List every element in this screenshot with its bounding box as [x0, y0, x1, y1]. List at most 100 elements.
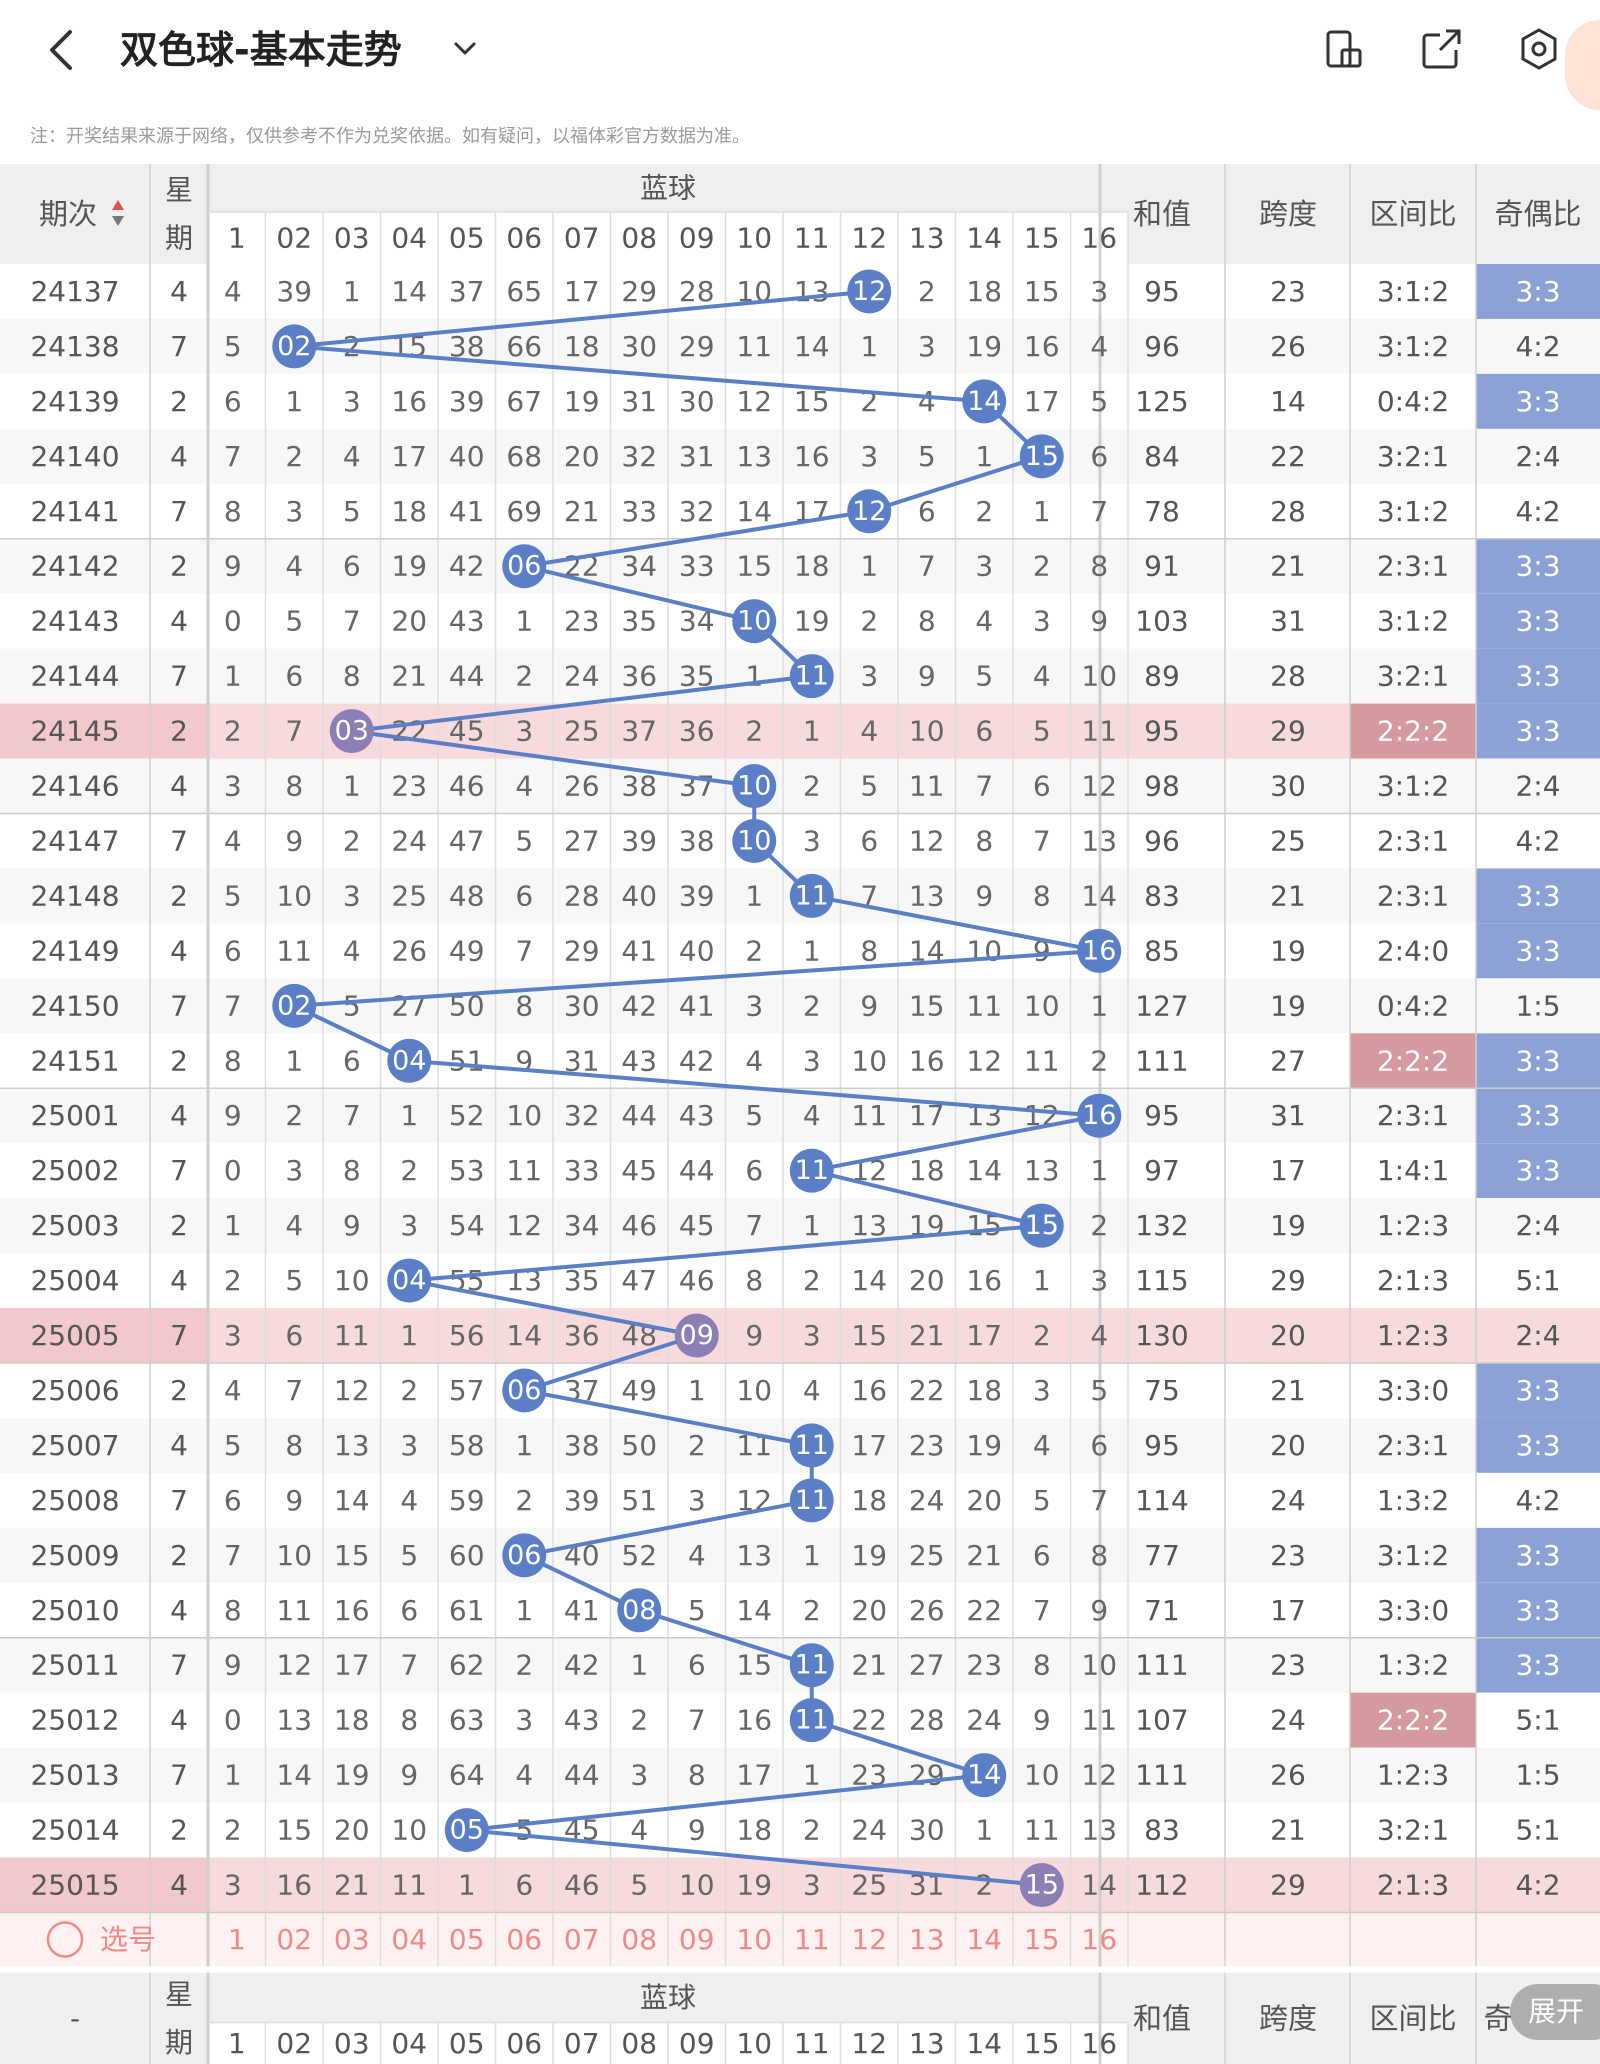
miss-count-cell: 33	[621, 495, 657, 528]
select-number-button[interactable]: 12	[851, 1923, 887, 1956]
week-cell: 2	[170, 1374, 188, 1407]
miss-count-cell: 9	[745, 1319, 763, 1352]
miss-count-cell: 26	[564, 770, 600, 803]
select-number-button[interactable]: 08	[621, 1923, 657, 1956]
miss-count-cell: 27	[391, 989, 427, 1022]
odd-even-highlight	[1476, 373, 1600, 429]
span-cell: 21	[1270, 1374, 1306, 1407]
row-highlight-left	[0, 1308, 208, 1363]
span-cell: 31	[1270, 605, 1306, 638]
odd-even-highlight	[1476, 538, 1600, 594]
miss-count-cell: 10	[851, 1044, 887, 1077]
phone-icon[interactable]	[1320, 26, 1366, 72]
blue-ball	[789, 654, 834, 699]
select-label: 选号	[100, 1923, 156, 1956]
miss-count-cell: 9	[918, 660, 936, 693]
blue-ball	[387, 1258, 432, 1303]
avatar[interactable]	[1565, 20, 1600, 110]
week-cell: 4	[170, 440, 188, 473]
header-blue-number: 1	[228, 222, 246, 255]
select-number-button[interactable]: 09	[679, 1923, 715, 1956]
select-number-button[interactable]: 05	[449, 1923, 485, 1956]
miss-count-cell: 2	[1033, 550, 1051, 583]
blue-ball	[847, 489, 892, 534]
span-cell: 23	[1270, 1539, 1306, 1572]
blue-ball-number: 08	[622, 1595, 656, 1626]
select-number-button[interactable]: 03	[334, 1923, 370, 1956]
odd-even-cell: 3:3	[1515, 934, 1560, 967]
header-blue-number: 14	[966, 222, 1002, 255]
select-number-button[interactable]: 06	[506, 1923, 542, 1956]
miss-count-cell: 24	[851, 1814, 887, 1847]
blue-ball	[329, 709, 374, 754]
header-blue-number: 08	[621, 222, 657, 255]
miss-count-cell: 24	[564, 660, 600, 693]
miss-count-cell: 20	[909, 1264, 945, 1297]
miss-count-cell: 4	[1033, 660, 1051, 693]
blue-ball-number: 15	[1025, 441, 1059, 472]
miss-count-cell: 21	[966, 1539, 1002, 1572]
odd-even-cell: 3:3	[1515, 1044, 1560, 1077]
footer-blue-number: 16	[1081, 2027, 1117, 2060]
miss-count-cell: 16	[794, 440, 830, 473]
miss-count-cell: 30	[564, 989, 600, 1022]
select-number-button[interactable]: 11	[794, 1923, 830, 1956]
miss-count-cell: 52	[621, 1539, 657, 1572]
miss-count-cell: 6	[224, 385, 242, 418]
miss-count-cell: 23	[909, 1429, 945, 1462]
expand-button[interactable]: 展开	[1510, 1984, 1600, 2040]
sort-down-icon[interactable]	[112, 216, 124, 226]
miss-count-cell: 19	[966, 1429, 1002, 1462]
miss-count-cell: 11	[966, 989, 1002, 1022]
chevron-left-icon[interactable]	[40, 22, 90, 78]
chevron-down-icon[interactable]	[450, 34, 480, 64]
miss-count-cell: 8	[343, 1154, 361, 1187]
miss-count-cell: 9	[1033, 1704, 1051, 1737]
miss-count-cell: 7	[285, 715, 303, 748]
miss-count-cell: 5	[630, 1869, 648, 1902]
select-number-button[interactable]: 1	[228, 1923, 246, 1956]
sort-up-icon[interactable]	[112, 200, 124, 210]
miss-count-cell: 10	[736, 1374, 772, 1407]
miss-count-cell: 19	[851, 1539, 887, 1572]
share-icon[interactable]	[1418, 26, 1464, 72]
miss-count-cell: 21	[564, 495, 600, 528]
miss-count-cell: 3	[860, 440, 878, 473]
select-number-button[interactable]: 02	[276, 1923, 312, 1956]
header-blue-number: 02	[276, 222, 312, 255]
range-ratio-cell: 2:3:1	[1377, 550, 1449, 583]
miss-count-cell: 56	[449, 1319, 485, 1352]
miss-count-cell: 38	[679, 824, 715, 857]
miss-count-cell: 43	[679, 1099, 715, 1132]
range-ratio-cell: 1:4:1	[1377, 1154, 1449, 1187]
miss-count-cell: 6	[515, 879, 533, 912]
miss-count-cell: 11	[909, 770, 945, 803]
settings-icon[interactable]	[1516, 26, 1562, 72]
miss-count-cell: 1	[630, 1649, 648, 1682]
odd-even-cell: 3:3	[1515, 715, 1560, 748]
miss-count-cell: 3	[975, 550, 993, 583]
range-ratio-cell: 1:2:3	[1377, 1209, 1449, 1242]
blue-ball	[732, 764, 777, 809]
miss-count-cell: 36	[564, 1319, 600, 1352]
select-number-button[interactable]: 10	[736, 1923, 772, 1956]
select-number-button[interactable]: 13	[909, 1923, 945, 1956]
period-cell: 25015	[30, 1869, 119, 1902]
trend-line	[286, 289, 1100, 1888]
select-number-button[interactable]: 07	[564, 1923, 600, 1956]
odd-even-highlight	[1476, 703, 1600, 759]
miss-count-cell: 46	[449, 770, 485, 803]
miss-count-cell: 23	[564, 605, 600, 638]
miss-count-cell: 16	[276, 1869, 312, 1902]
select-radio-icon[interactable]	[46, 1921, 84, 1958]
miss-count-cell: 5	[1033, 1484, 1051, 1517]
miss-count-cell: 27	[909, 1649, 945, 1682]
select-number-button[interactable]: 16	[1081, 1923, 1117, 1956]
miss-count-cell: 17	[334, 1649, 370, 1682]
miss-count-cell: 3	[630, 1759, 648, 1792]
select-number-button[interactable]: 04	[391, 1923, 427, 1956]
select-number-button[interactable]: 15	[1024, 1923, 1060, 1956]
miss-count-cell: 6	[975, 715, 993, 748]
select-number-button[interactable]: 14	[966, 1923, 1002, 1956]
table-row	[0, 923, 1600, 979]
